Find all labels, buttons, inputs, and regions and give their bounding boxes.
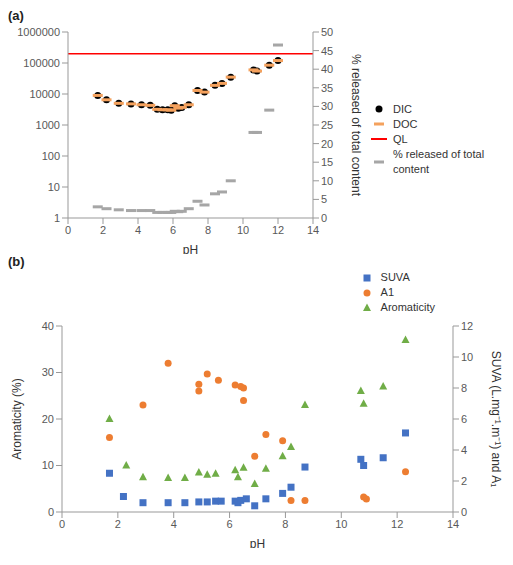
svg-text:10000: 10000 (29, 88, 60, 100)
svg-text:4: 4 (135, 224, 141, 236)
svg-text:4: 4 (171, 518, 177, 530)
svg-text:14: 14 (307, 224, 319, 236)
svg-text:pH: pH (250, 537, 265, 548)
svg-text:1000: 1000 (36, 119, 60, 131)
svg-text:10: 10 (321, 175, 333, 187)
svg-text:0: 0 (321, 212, 327, 224)
svg-text:pH: pH (183, 243, 198, 254)
svg-text:100000: 100000 (23, 57, 60, 69)
svg-text:10: 10 (335, 518, 347, 530)
svg-text:% released of total content: % released of total content (349, 54, 363, 197)
svg-text:40: 40 (42, 320, 54, 332)
svg-text:8: 8 (205, 224, 211, 236)
html-text:DIC: DIC (393, 102, 412, 115)
svg-text:14: 14 (447, 518, 459, 530)
svg-text:20: 20 (321, 138, 333, 150)
svg-text:30: 30 (321, 100, 333, 112)
svg-text:4: 4 (461, 444, 467, 456)
svg-text:6: 6 (227, 518, 233, 530)
svg-text:6: 6 (461, 413, 467, 425)
svg-text:Aromaticity (%): Aromaticity (%) (10, 378, 24, 459)
svg-text:50: 50 (321, 26, 333, 38)
svg-text:12: 12 (272, 224, 284, 236)
svg-text:45: 45 (321, 45, 333, 57)
svg-text:6: 6 (170, 224, 176, 236)
svg-text:25: 25 (321, 119, 333, 131)
svg-text:0: 0 (65, 224, 71, 236)
svg-text:0: 0 (59, 518, 65, 530)
svg-text:12: 12 (461, 320, 473, 332)
svg-text:0: 0 (48, 506, 54, 518)
svg-text:100: 100 (42, 150, 60, 162)
html-text:(b): (b) (8, 254, 25, 269)
svg-text:8: 8 (461, 382, 467, 394)
html-text:SUVA: SUVA (380, 271, 410, 283)
svg-text:35: 35 (321, 82, 333, 94)
svg-text:1: 1 (54, 212, 60, 224)
html-text:A1: A1 (380, 286, 395, 298)
svg-text:0: 0 (461, 506, 467, 518)
svg-text:10: 10 (42, 459, 54, 471)
svg-text:10: 10 (48, 181, 60, 193)
svg-text:2: 2 (461, 475, 467, 487)
svg-text:2: 2 (100, 224, 106, 236)
svg-text:8: 8 (282, 518, 288, 530)
svg-text:30: 30 (42, 366, 54, 378)
svg-text:2: 2 (115, 518, 121, 530)
svg-text:5: 5 (321, 193, 327, 205)
svg-text:10: 10 (461, 351, 473, 363)
html-text:Aromaticity: Aromaticity (380, 301, 435, 313)
html-text:(a): (a) (8, 8, 24, 23)
html-text:QL: QL (393, 132, 408, 145)
svg-text:40: 40 (321, 63, 333, 75)
html-text:% released of total content: % released of total content (393, 147, 485, 175)
svg-text:10: 10 (237, 224, 249, 236)
svg-text:20: 20 (42, 413, 54, 425)
svg-text:1000000: 1000000 (17, 26, 60, 38)
svg-text:SUVA (L.mg⁻¹.m⁻¹) and A₁: SUVA (L.mg⁻¹.m⁻¹) and A₁ (489, 351, 503, 488)
svg-text:12: 12 (391, 518, 403, 530)
html-text:DOC: DOC (393, 117, 418, 130)
svg-text:15: 15 (321, 156, 333, 168)
